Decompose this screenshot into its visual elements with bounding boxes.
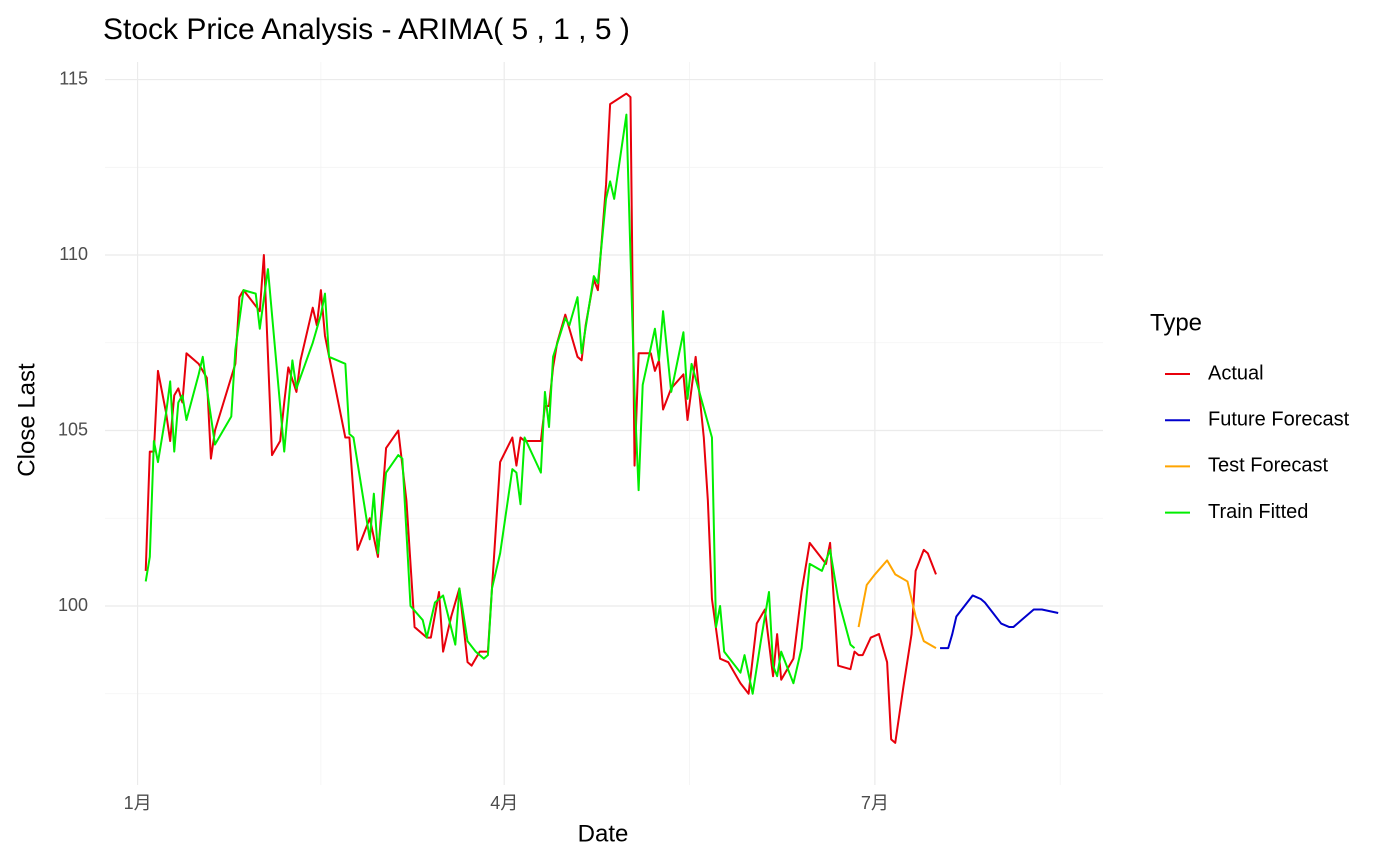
- y-tick-label: 100: [58, 595, 88, 615]
- legend-label: Future Forecast: [1208, 408, 1350, 430]
- y-tick-label: 110: [59, 244, 88, 264]
- x-tick-label: 7月: [861, 793, 889, 813]
- chart-title: Stock Price Analysis - ARIMA( 5 , 1 , 5 …: [103, 13, 630, 46]
- x-tick-label: 4月: [490, 793, 518, 813]
- legend-label: Actual: [1208, 362, 1264, 384]
- y-tick-label: 105: [58, 419, 88, 439]
- series-line: [940, 594, 1059, 650]
- x-axis-title: Date: [578, 820, 629, 847]
- legend-label: Train Fitted: [1208, 501, 1308, 523]
- series-line: [144, 113, 856, 695]
- legend-title: Type: [1150, 309, 1202, 336]
- series-line: [857, 559, 937, 649]
- y-axis-title: Close Last: [13, 363, 40, 477]
- x-tick-label: 1月: [124, 793, 152, 813]
- y-tick-label: 115: [59, 68, 88, 88]
- legend-label: Test Forecast: [1208, 455, 1328, 477]
- series-line: [144, 92, 937, 744]
